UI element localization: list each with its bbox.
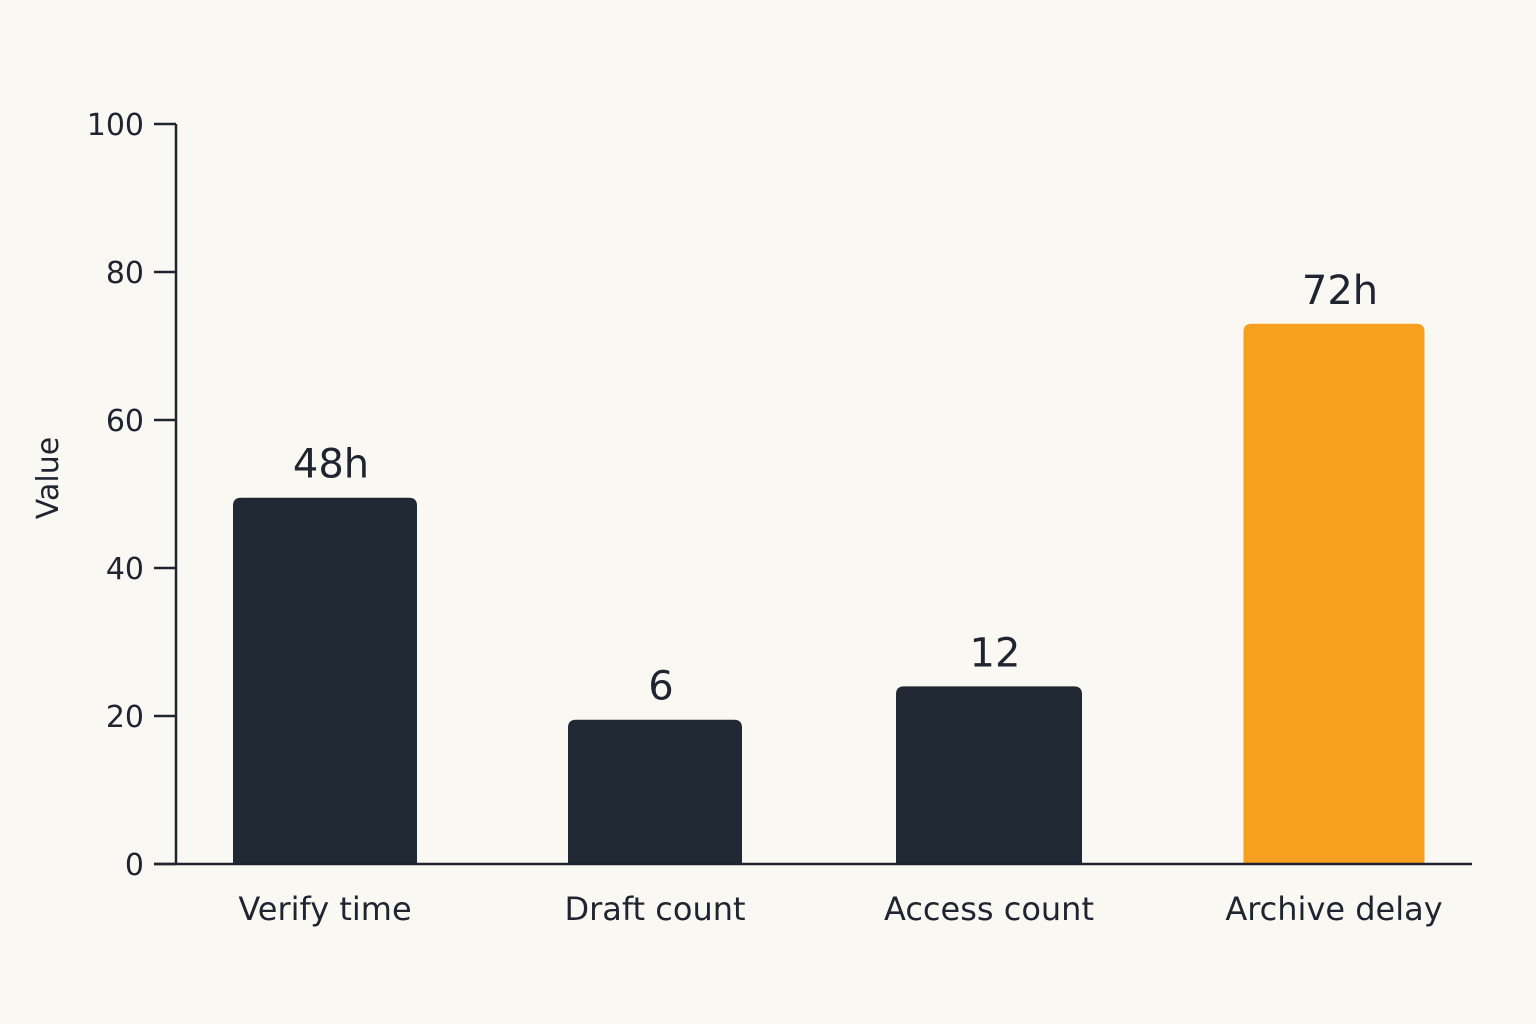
y-tick-label: 60 [106, 404, 144, 439]
y-tick-label: 80 [106, 256, 144, 291]
x-tick-label: Archive delay [1225, 890, 1442, 928]
x-tick-label: Access count [884, 890, 1094, 928]
y-axis: 0 20 40 60 80 100 [87, 108, 176, 883]
y-tick-label: 40 [106, 552, 144, 587]
data-labels: 48h 6 12 72h [293, 268, 1378, 710]
x-tick-label: Verify time [238, 890, 411, 928]
data-label: 6 [648, 664, 673, 710]
bars [233, 323, 1425, 864]
data-label: 48h [293, 442, 369, 488]
category-labels: Verify time Draft count Access count Archiv… [238, 890, 1442, 928]
y-tick-label: 100 [87, 108, 144, 143]
bar-access-count [896, 686, 1082, 864]
y-tick-label: 0 [125, 848, 144, 883]
y-axis-title: Value [31, 437, 66, 519]
bar-archive-delay [1243, 323, 1425, 864]
data-label: 12 [970, 630, 1021, 676]
bar-verify-time [233, 497, 417, 864]
x-tick-label: Draft count [564, 890, 745, 928]
bar-draft-count [568, 719, 742, 864]
y-tick-label: 20 [106, 700, 144, 735]
data-label: 72h [1302, 268, 1378, 314]
